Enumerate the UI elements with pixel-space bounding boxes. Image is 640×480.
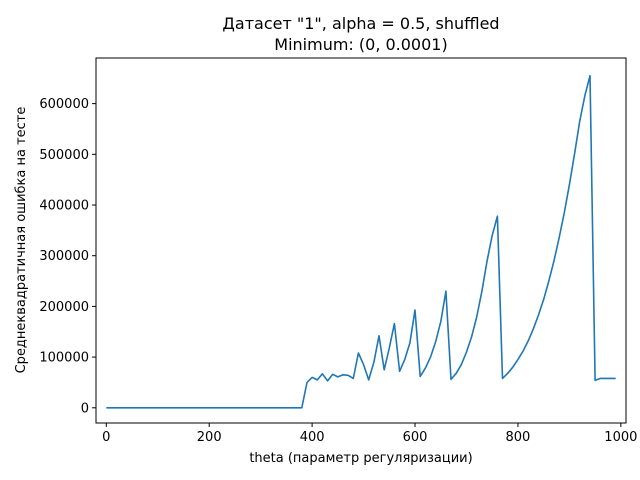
y-tick-label: 200000 (39, 300, 89, 315)
x-tick-label: 200 (197, 430, 222, 445)
chart-subtitle: Minimum: (0, 0.0001) (274, 35, 447, 54)
x-tick-label: 400 (300, 430, 325, 445)
x-tick-label: 1000 (604, 430, 637, 445)
y-tick-label: 100000 (39, 351, 89, 366)
y-axis: 0 100000 200000 300000 400000 500000 600000 (39, 97, 96, 416)
y-axis-label: Среднеквадратичная ошибка на тесте (14, 107, 29, 374)
x-axis: 0 200 400 600 800 1000 (102, 423, 637, 445)
y-tick-label: 600000 (39, 97, 89, 112)
x-tick-label: 800 (506, 430, 531, 445)
plot-area (95, 57, 627, 424)
y-tick-label: 500000 (39, 148, 89, 163)
x-tick-label: 600 (403, 430, 428, 445)
data-series-line (106, 74, 616, 409)
y-tick-label: 0 (81, 401, 89, 416)
chart-title: Датасет "1", alpha = 0.5, shuffled (222, 14, 499, 33)
y-tick-label: 400000 (39, 199, 89, 214)
x-tick-label: 0 (102, 430, 110, 445)
y-tick-label: 300000 (39, 249, 89, 264)
x-axis-label: theta (параметр регуляризации) (249, 451, 472, 466)
